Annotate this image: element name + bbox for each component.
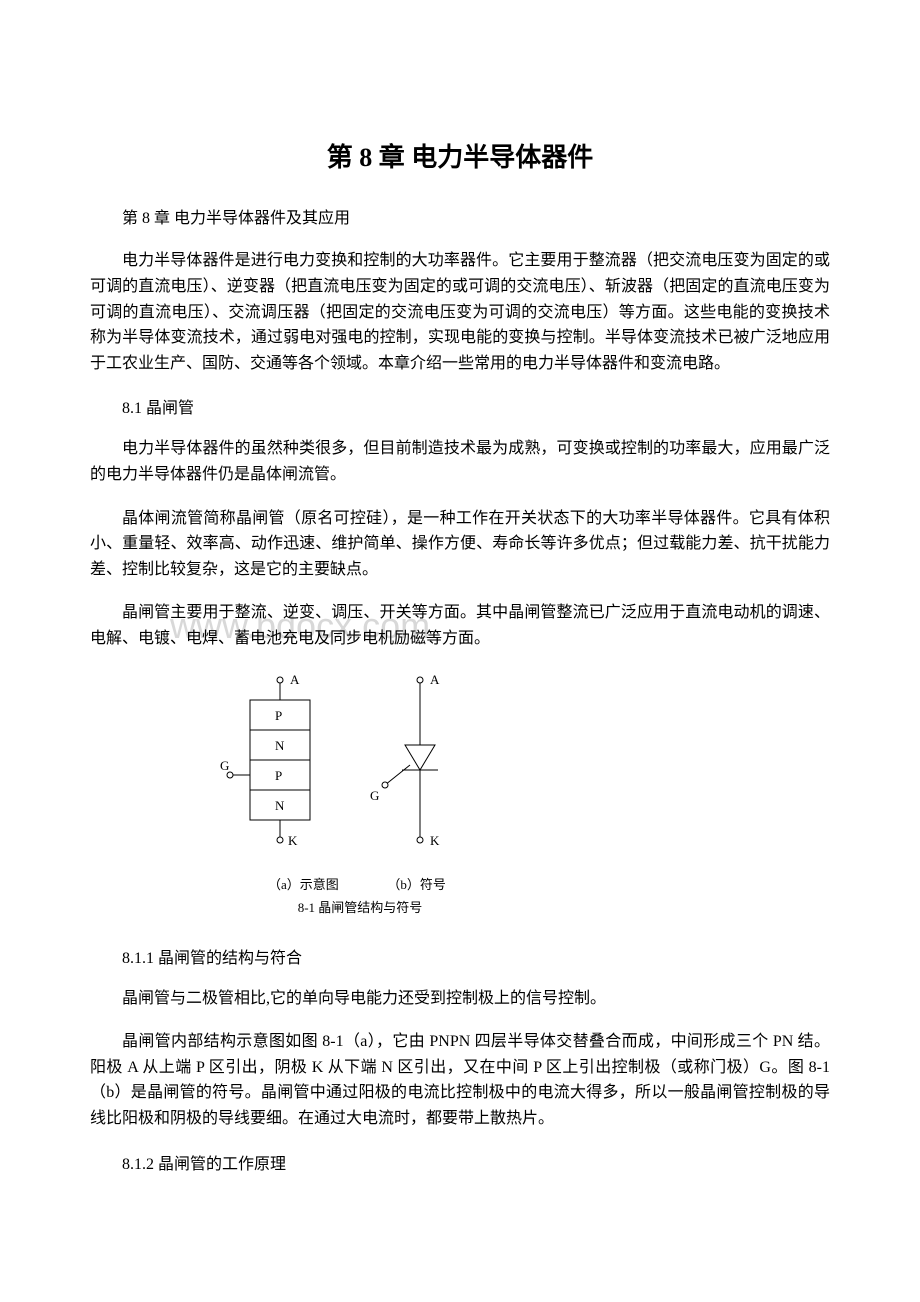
figure-sub-b: （b）符号 bbox=[362, 874, 472, 893]
figure-8-1: A P N P N G K bbox=[220, 670, 500, 916]
paragraph-intro: 电力半导体器件是进行电力变换和控制的大功率器件。它主要用于整流器（把交流电压变为… bbox=[90, 248, 830, 376]
figure-caption: 8-1 晶闸管结构与符号 bbox=[220, 897, 500, 916]
figure-sub-labels: （a）示意图 （b）符号 bbox=[220, 874, 500, 893]
chapter-title: 第 8 章 电力半导体器件 bbox=[90, 137, 830, 174]
paragraph-2: 电力半导体器件的虽然种类很多，但目前制造技术最为成熟，可变换或控制的功率最大，应… bbox=[90, 436, 830, 487]
label-N2: N bbox=[275, 798, 285, 813]
section-8-1-1-header: 8.1.1 晶闸管的结构与符合 bbox=[90, 944, 830, 968]
label-K-right: K bbox=[430, 833, 440, 848]
paragraph-5: 晶闸管与二极管相比,它的单向导电能力还受到控制极上的信号控制。 bbox=[90, 986, 830, 1012]
figure-sub-a: （a）示意图 bbox=[248, 874, 358, 893]
label-G-right: G bbox=[370, 788, 379, 803]
label-P2: P bbox=[275, 768, 282, 783]
label-G-left: G bbox=[220, 758, 229, 773]
label-N1: N bbox=[275, 738, 285, 753]
thyristor-diagram-svg: A P N P N G K bbox=[220, 670, 480, 870]
paragraph-6: 晶闸管内部结构示意图如图 8-1（a），它由 PNPN 四层半导体交替叠合而成，… bbox=[90, 1029, 830, 1131]
paragraph-4: 晶闸管主要用于整流、逆变、调压、开关等方面。其中晶闸管整流已广泛应用于直流电动机… bbox=[90, 600, 830, 651]
section-8-1-2-header: 8.1.2 晶闸管的工作原理 bbox=[90, 1150, 830, 1174]
label-P1: P bbox=[275, 708, 282, 723]
label-A-left: A bbox=[290, 672, 300, 687]
section-8-1-header: 8.1 晶闸管 bbox=[90, 394, 830, 418]
label-A-right: A bbox=[430, 672, 440, 687]
chapter-subtitle: 第 8 章 电力半导体器件及其应用 bbox=[90, 204, 830, 228]
paragraph-3: 晶体闸流管简称晶闸管（原名可控硅），是一种工作在开关状态下的大功率半导体器件。它… bbox=[90, 506, 830, 583]
label-K-left: K bbox=[288, 833, 298, 848]
